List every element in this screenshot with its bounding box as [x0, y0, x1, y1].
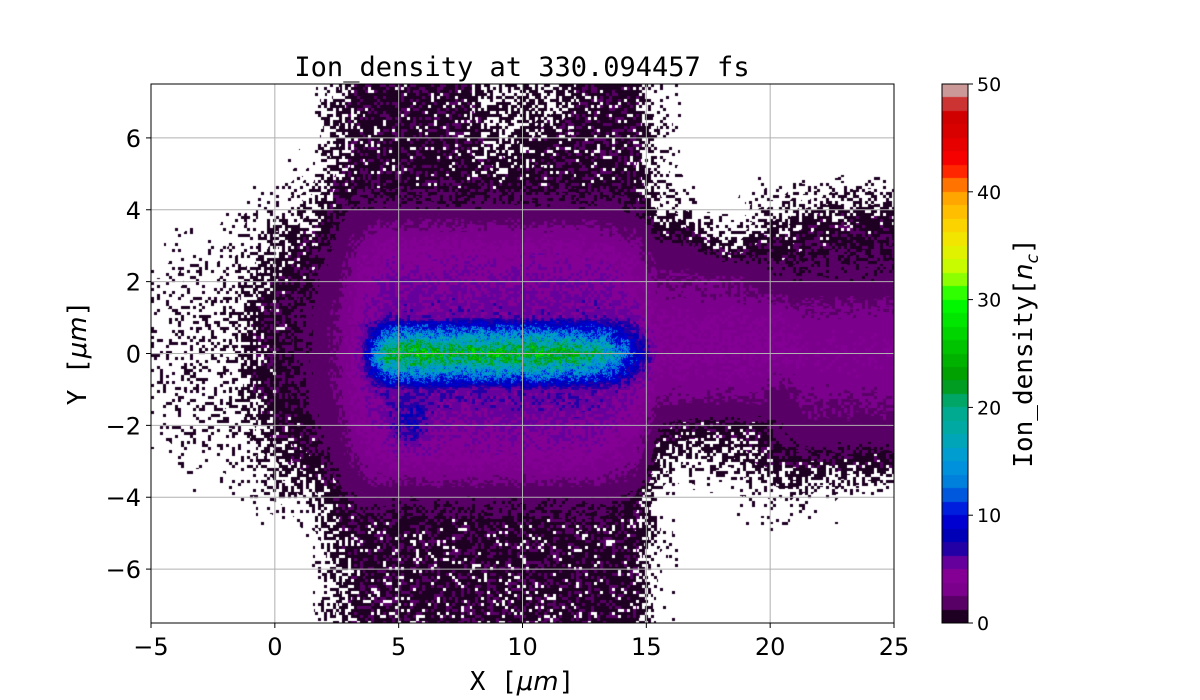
x-tick-label: 25	[879, 633, 910, 661]
colorbar-tick-label: 20	[977, 397, 1001, 419]
grid-lines	[150, 84, 895, 623]
y-axis-label: Y [μm]	[63, 301, 93, 406]
y-axis-unit: μm	[63, 316, 93, 359]
colorbar-label-sub: c	[1023, 253, 1043, 263]
x-tick-label: 10	[507, 633, 538, 661]
colorbar-tick-label: 10	[977, 505, 1001, 527]
y-tick-label: 0	[126, 341, 141, 369]
colorbar-frame	[941, 83, 969, 624]
x-tick-label: 15	[631, 633, 662, 661]
chart-title: Ion_density at 330.094457 fs	[294, 52, 749, 83]
x-axis-label-prefix: X	[470, 667, 501, 697]
x-axis-label: X [μm]	[470, 667, 575, 697]
x-tick-label: 20	[755, 633, 786, 661]
y-tick-label: 2	[126, 269, 141, 297]
colorbar-label: Ion_density[nc]	[1009, 238, 1043, 467]
y-tick-label: 4	[126, 197, 141, 225]
x-tick-label: −5	[133, 633, 168, 661]
y-tick-label: −2	[106, 412, 141, 440]
colorbar-tick-label: 30	[977, 290, 1001, 312]
x-tick-label: 5	[391, 633, 406, 661]
colorbar-tick-label: 50	[977, 74, 1001, 96]
x-ticks: −5 0 5 10 15 20 25	[133, 623, 909, 661]
colorbar-tick-label: 0	[977, 613, 989, 635]
colorbar-label-var: n	[1009, 263, 1039, 279]
y-tick-label: −6	[106, 556, 141, 584]
colorbar-tick-label: 40	[977, 182, 1001, 204]
y-ticks: −6 −4 −2 0 2 4 6	[106, 125, 151, 584]
colorbar-gradient	[942, 84, 968, 623]
x-axis-unit: μm	[516, 667, 559, 697]
y-tick-label: 6	[126, 125, 141, 153]
x-tick-label: 0	[267, 633, 282, 661]
colorbar-label-main: Ion_density	[1009, 295, 1039, 467]
colorbar-ticks: 0 10 20 30 40 50	[968, 74, 1001, 635]
y-tick-label: −4	[106, 484, 141, 512]
y-axis-label-prefix: Y	[63, 374, 93, 405]
